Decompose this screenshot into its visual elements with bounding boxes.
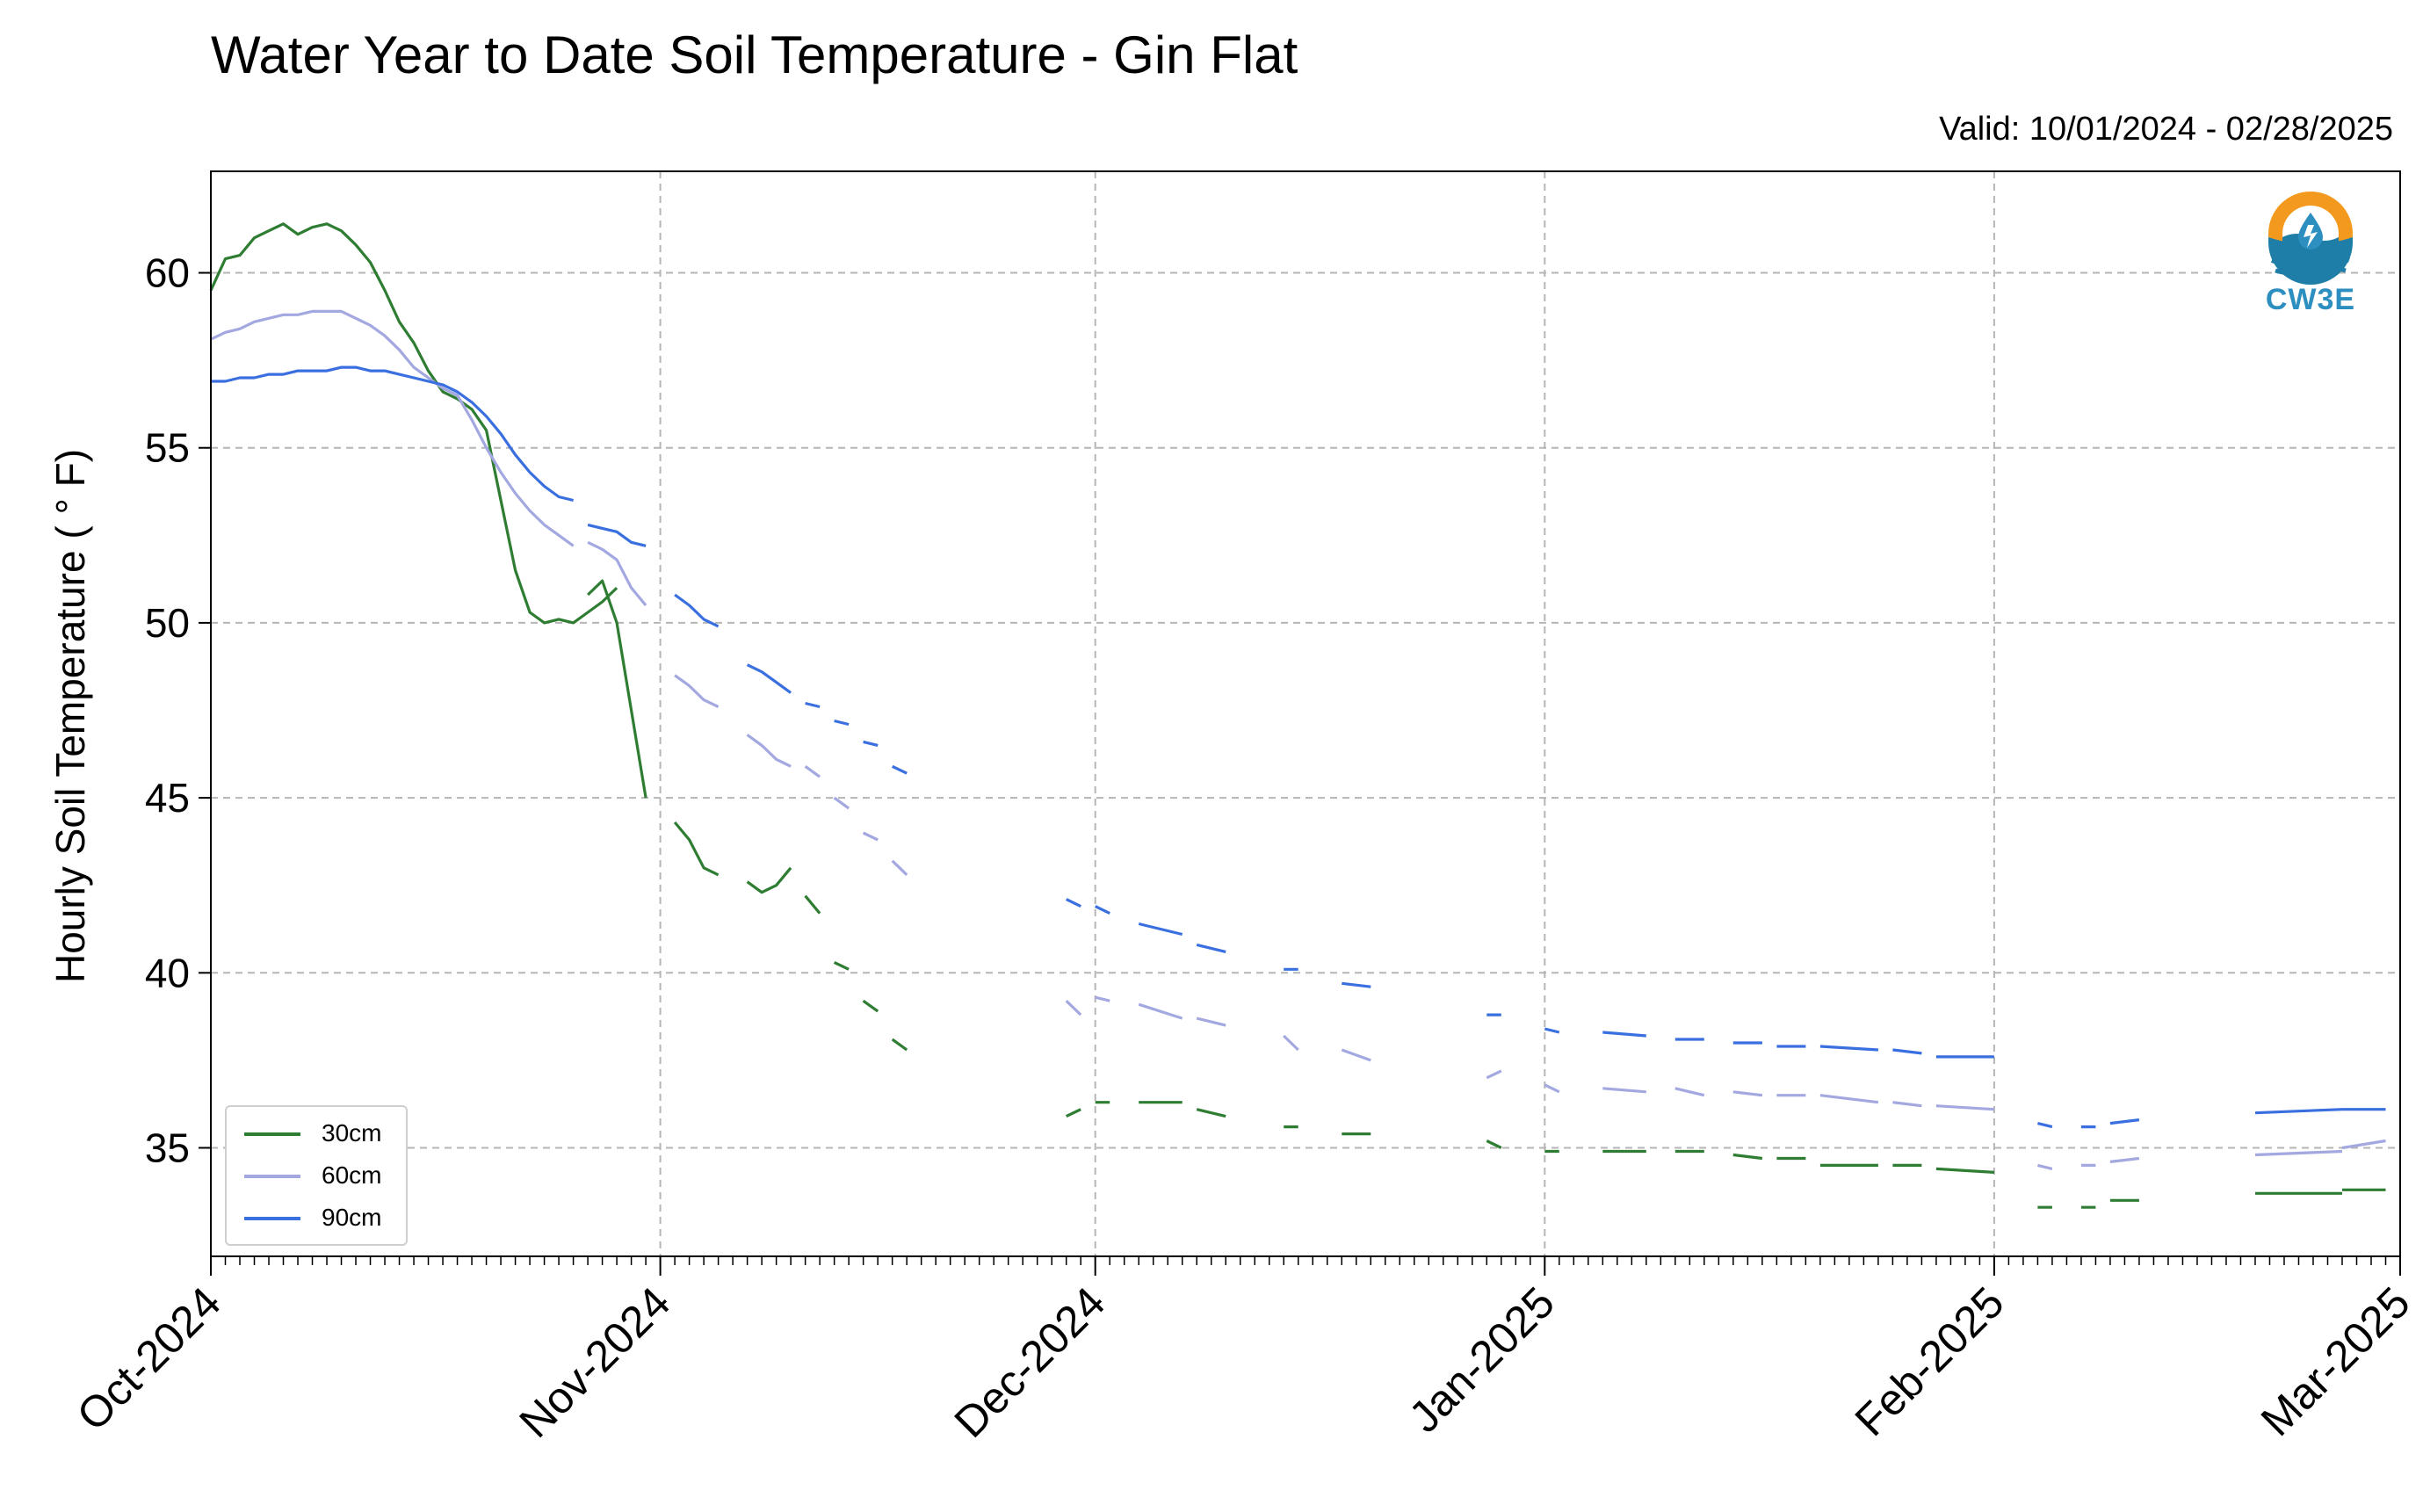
series-30cm-segment-7 [891,1038,908,1052]
series-60cm-segment-18 [1732,1090,1763,1097]
legend-swatch-90cm [244,1217,300,1220]
series-30cm-segment-2 [673,821,720,877]
series-30cm-segment-11 [1196,1108,1226,1118]
series-30cm-segment-3 [746,866,792,894]
series-60cm-segment-20 [1819,1094,1879,1104]
series-30cm-segment-18 [1732,1153,1763,1161]
cw3e-logo-icon [2268,192,2353,285]
y-tick-label-55: 55 [145,425,190,471]
legend-label-60cm: 60cm [322,1161,382,1189]
series-60cm-segment-7 [891,859,908,876]
series-lines [209,222,2386,1209]
series-30cm-segment-6 [862,999,879,1013]
plot-frame [210,170,2401,1257]
chart-title: Water Year to Date Soil Temperature - Gi… [211,25,1298,84]
series-30cm-segment-4 [804,894,821,915]
legend: 30cm 60cm 90cm [225,1105,408,1246]
axis-ticks [199,271,2401,1276]
series-60cm-segment-15 [1544,1083,1560,1094]
y-tick-label-50: 50 [145,600,190,646]
cw3e-logo-text: CW3E [2265,283,2356,316]
series-60cm-segment-6 [862,831,879,842]
series-60cm-segment-23 [2037,1163,2053,1170]
series-90cm-segment-8 [1066,898,1081,908]
series-90cm-segment-1 [587,523,647,547]
series-90cm-segment-13 [1342,981,1371,988]
series-60cm-segment-1 [587,540,647,607]
series-90cm-segment-9 [1095,905,1110,915]
series-90cm-segment-25 [2109,1118,2140,1125]
legend-item-30cm: 30cm [227,1116,406,1151]
legend-label-90cm: 90cm [322,1204,382,1231]
series-60cm-segment-2 [674,674,720,708]
series-60cm-segment-14 [1486,1069,1502,1080]
axis-labels: 35 40 45 50 55 60 Oct-2024 Nov-2024 Dec-2024 Jan-… [68,250,2419,1448]
series-60cm-segment-26 [2254,1149,2343,1157]
y-axis-label: Hourly Soil Temperature ( ° F) [47,449,93,983]
series-60cm-segment-25 [2109,1156,2140,1163]
series-90cm-segment-6 [863,740,879,747]
grid-lines [210,171,2401,1256]
y-tick-label-60: 60 [145,250,190,296]
x-tick-label-Oct-2024: Oct-2024 [68,1277,230,1440]
series-90cm-segment-15 [1544,1027,1560,1034]
y-tick-label-45: 45 [145,775,190,821]
series-30cm-segment-5 [833,960,850,971]
legend-swatch-60cm [244,1175,300,1178]
series-60cm-segment-17 [1674,1087,1705,1097]
series-30cm-segment-8 [1066,1108,1081,1118]
y-tick-label-35: 35 [145,1125,190,1171]
series-90cm-segment-21 [1892,1048,1922,1055]
series-90cm-segment-10 [1138,922,1183,937]
series-30cm-segment-1 [586,579,647,799]
series-60cm-segment-21 [1892,1101,1922,1108]
legend-swatch-30cm [244,1132,300,1136]
series-30cm-segment-0 [209,222,618,625]
cw3e-logo: CW3E [2249,181,2372,322]
x-tick-label-Mar-2025: Mar-2025 [2252,1277,2419,1445]
series-90cm-segment-23 [2037,1122,2053,1129]
series-60cm-segment-4 [804,765,821,778]
legend-item-60cm: 60cm [227,1158,406,1193]
series-60cm-segment-11 [1196,1016,1226,1027]
y-tick-label-40: 40 [145,950,190,995]
series-60cm-segment-3 [746,734,792,768]
x-tick-label-Dec-2024: Dec-2024 [945,1277,1115,1447]
series-90cm-segment-2 [674,593,720,628]
x-tick-label-Nov-2024: Nov-2024 [510,1277,679,1447]
series-60cm-segment-22 [1935,1104,1994,1111]
series-60cm-segment-12 [1283,1034,1299,1052]
series-30cm-segment-22 [1935,1167,1994,1174]
series-60cm [210,309,2386,1170]
series-60cm-segment-13 [1341,1048,1371,1062]
series-30cm-segment-14 [1486,1139,1502,1149]
x-tick-label-Feb-2025: Feb-2025 [1846,1277,2014,1445]
series-90cm [211,365,2386,1129]
series-90cm-segment-5 [834,719,850,727]
series-90cm-segment-20 [1819,1045,1878,1052]
x-tick-label-Jan-2025: Jan-2025 [1400,1277,1564,1442]
series-90cm-segment-26 [2254,1108,2343,1115]
series-60cm-segment-27 [2341,1139,2386,1150]
series-60cm-segment-10 [1138,1002,1183,1020]
legend-label-30cm: 30cm [322,1119,382,1147]
series-90cm-segment-16 [1602,1031,1646,1038]
legend-item-90cm: 90cm [227,1200,406,1235]
series-60cm-segment-0 [210,309,575,547]
series-90cm-segment-0 [211,365,574,503]
series-60cm-segment-8 [1065,1000,1082,1016]
valid-date-range: Valid: 10/01/2024 - 02/28/2025 [1939,111,2393,148]
series-90cm-segment-4 [805,701,821,709]
series-60cm-segment-5 [833,796,850,810]
series-90cm-segment-11 [1196,943,1226,953]
series-90cm-segment-7 [892,764,908,775]
series-30cm [209,222,2386,1209]
series-60cm-segment-9 [1095,995,1110,1002]
series-60cm-segment-16 [1602,1087,1646,1094]
series-90cm-segment-3 [746,663,792,694]
